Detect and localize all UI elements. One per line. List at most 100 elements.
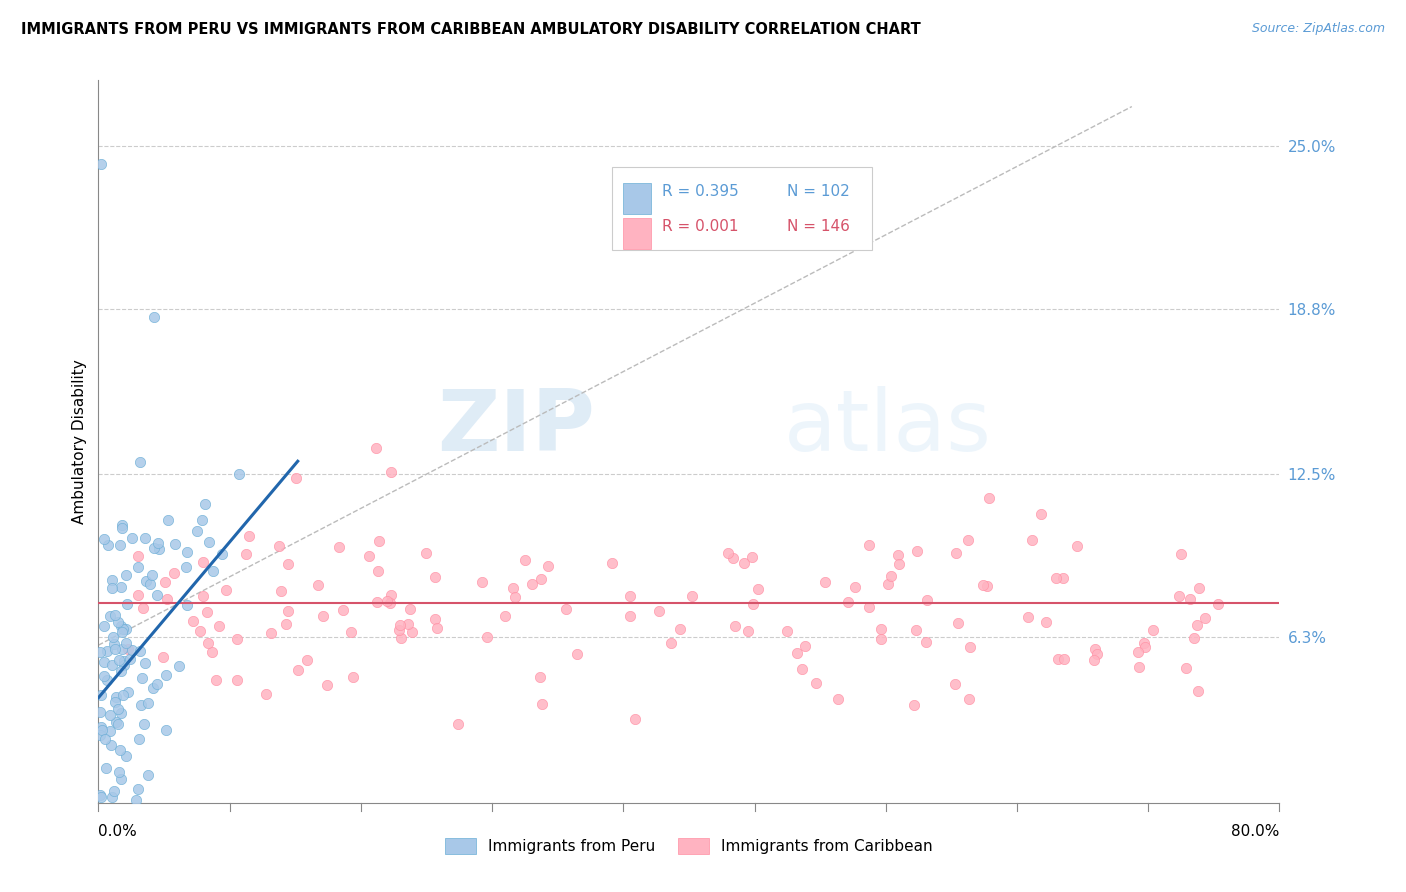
Point [307, 578, 329, 592]
Point [943, 677, 966, 691]
Point [1142, 623, 1164, 637]
Point [155, 575, 177, 590]
Point [359, 549, 381, 563]
Point [972, 577, 994, 591]
Point [332, 602, 354, 616]
Point [619, 608, 641, 623]
Point [956, 533, 979, 547]
Point [254, 687, 277, 701]
Point [844, 580, 866, 594]
Point [1021, 533, 1043, 548]
Point [134, 531, 156, 545]
Point [786, 646, 808, 660]
Point [340, 625, 363, 640]
Point [1066, 539, 1088, 553]
Point [270, 584, 292, 599]
Point [1188, 581, 1211, 595]
Point [108, 538, 131, 552]
Point [733, 557, 755, 571]
Point [148, 542, 170, 557]
Point [97, 809, 120, 823]
Point [195, 606, 218, 620]
Point [127, 549, 149, 564]
Point [98, 724, 121, 739]
Point [342, 670, 364, 684]
Point [858, 538, 880, 552]
Point [277, 557, 299, 571]
Point [98, 708, 121, 723]
Point [401, 624, 423, 639]
Point [267, 539, 290, 553]
Point [112, 658, 135, 673]
Point [915, 634, 938, 648]
Point [111, 642, 134, 657]
Point [98, 609, 121, 624]
Point [132, 717, 155, 731]
Point [188, 624, 211, 638]
Point [425, 612, 447, 626]
Point [107, 702, 129, 716]
Point [471, 575, 494, 590]
Point [107, 653, 129, 667]
Point [205, 673, 228, 687]
Point [114, 636, 136, 650]
Point [110, 772, 132, 786]
Point [110, 706, 132, 720]
Point [105, 690, 128, 705]
Point [127, 588, 149, 602]
Point [285, 471, 308, 485]
Point [827, 691, 849, 706]
Point [311, 608, 333, 623]
Text: ZIP: ZIP [437, 385, 595, 468]
Point [181, 614, 204, 628]
Point [1126, 645, 1149, 659]
Point [202, 564, 225, 578]
Point [131, 600, 153, 615]
Point [191, 590, 214, 604]
Text: IMMIGRANTS FROM PERU VS IMMIGRANTS FROM CARIBBEAN AMBULATORY DISABILITY CORRELAT: IMMIGRANTS FROM PERU VS IMMIGRANTS FROM … [21, 22, 921, 37]
Point [502, 581, 524, 595]
Point [1133, 636, 1156, 650]
Point [89, 729, 111, 743]
Point [1187, 618, 1209, 632]
FancyBboxPatch shape [623, 219, 651, 249]
Point [167, 659, 190, 673]
Point [146, 589, 169, 603]
Point [794, 639, 817, 653]
Point [94, 761, 117, 775]
Point [94, 732, 117, 747]
Point [104, 695, 127, 709]
FancyBboxPatch shape [623, 184, 651, 214]
Point [186, 524, 208, 538]
Point [174, 560, 197, 574]
Point [1194, 611, 1216, 625]
Point [494, 609, 516, 624]
Point [529, 670, 551, 684]
Text: N = 146: N = 146 [787, 219, 849, 235]
Point [93, 619, 115, 633]
Point [477, 630, 499, 644]
Point [124, 793, 146, 807]
Point [207, 619, 229, 633]
Point [426, 621, 449, 635]
Point [201, 645, 224, 659]
Point [96, 673, 118, 688]
Point [111, 623, 134, 637]
Point [1128, 660, 1150, 674]
Point [115, 597, 138, 611]
Point [110, 665, 132, 679]
Point [1178, 592, 1201, 607]
Text: N = 102: N = 102 [787, 185, 849, 200]
Point [513, 553, 536, 567]
Text: R = 0.395: R = 0.395 [662, 185, 738, 200]
Point [90, 719, 112, 733]
Point [388, 624, 411, 638]
Point [837, 595, 859, 609]
Point [117, 642, 139, 657]
Point [917, 593, 939, 607]
Point [136, 768, 159, 782]
Point [1045, 571, 1067, 585]
Point [155, 723, 177, 738]
Point [659, 636, 682, 650]
Point [741, 550, 763, 565]
